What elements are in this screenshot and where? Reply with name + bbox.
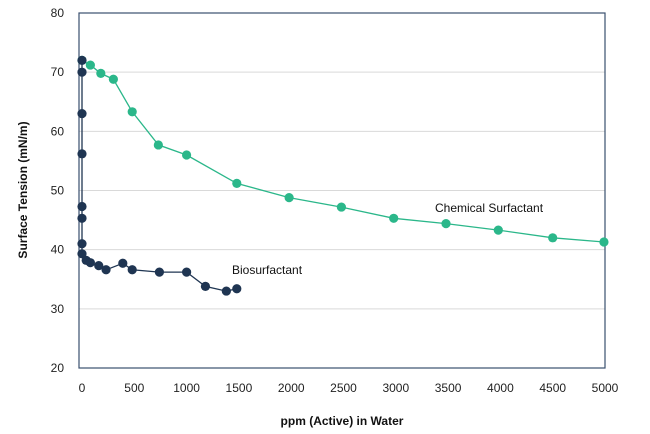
data-point bbox=[94, 261, 104, 271]
data-point bbox=[154, 267, 165, 277]
data-point bbox=[232, 284, 242, 294]
data-series bbox=[77, 55, 609, 296]
data-point bbox=[108, 74, 118, 84]
data-point bbox=[153, 140, 163, 150]
data-point bbox=[336, 202, 347, 212]
data-point bbox=[96, 68, 106, 78]
y-tick-label: 50 bbox=[51, 184, 65, 198]
data-point bbox=[77, 55, 87, 65]
plot-area-frame bbox=[78, 12, 606, 369]
biosurfactant-label: Biosurfactant bbox=[232, 263, 303, 277]
data-point bbox=[77, 201, 87, 212]
data-point bbox=[77, 149, 87, 159]
x-tick-label: 500 bbox=[124, 381, 144, 395]
data-point bbox=[85, 60, 95, 70]
data-point bbox=[232, 178, 242, 188]
x-tick-label: 0 bbox=[79, 381, 86, 395]
y-tick-label: 80 bbox=[51, 6, 65, 20]
y-tick-label: 40 bbox=[51, 243, 65, 257]
x-tick-label: 3500 bbox=[435, 381, 462, 395]
x-tick-label: 3000 bbox=[382, 381, 409, 395]
chemical-surfactant-label: Chemical Surfactant bbox=[435, 201, 544, 215]
data-point bbox=[127, 265, 137, 275]
data-point bbox=[127, 107, 137, 117]
y-tick-label: 60 bbox=[51, 124, 65, 138]
y-axis-ticks: 20 30 40 50 60 70 80 bbox=[51, 6, 65, 375]
x-tick-label: 2500 bbox=[330, 381, 357, 395]
data-point bbox=[77, 239, 87, 249]
data-point bbox=[548, 233, 558, 243]
series-biosurfactant bbox=[77, 55, 242, 296]
data-point bbox=[284, 193, 294, 203]
data-point bbox=[77, 249, 87, 259]
x-tick-label: 1000 bbox=[173, 381, 200, 395]
x-axis-title: ppm (Active) in Water bbox=[281, 414, 404, 428]
series-chemical-surfactant bbox=[77, 55, 609, 247]
data-point bbox=[85, 258, 95, 268]
x-tick-label: 2000 bbox=[278, 381, 305, 395]
data-point bbox=[441, 219, 451, 229]
y-tick-label: 30 bbox=[51, 302, 65, 316]
gridlines bbox=[79, 71, 605, 310]
data-point bbox=[182, 150, 192, 160]
data-point bbox=[182, 267, 192, 277]
x-tick-label: 1500 bbox=[226, 381, 253, 395]
data-point bbox=[101, 265, 111, 275]
x-axis-ticks: 0 500 1000 1500 2000 2500 3000 3500 4000 4500 5000 bbox=[79, 381, 619, 395]
y-tick-label: 70 bbox=[51, 65, 65, 79]
x-tick-label: 4000 bbox=[487, 381, 514, 395]
data-point bbox=[77, 108, 87, 119]
data-point bbox=[493, 225, 503, 235]
series-line bbox=[81, 60, 237, 292]
y-tick-label: 20 bbox=[51, 361, 65, 375]
data-point bbox=[77, 213, 87, 223]
data-point bbox=[599, 237, 609, 247]
data-point bbox=[200, 281, 211, 291]
data-point bbox=[221, 286, 231, 296]
data-point bbox=[118, 258, 128, 268]
x-tick-label: 4500 bbox=[539, 381, 566, 395]
data-point bbox=[389, 213, 399, 223]
y-axis-title: Surface Tension (mN/m) bbox=[16, 121, 30, 258]
data-point bbox=[77, 67, 87, 77]
x-tick-label: 5000 bbox=[592, 381, 619, 395]
